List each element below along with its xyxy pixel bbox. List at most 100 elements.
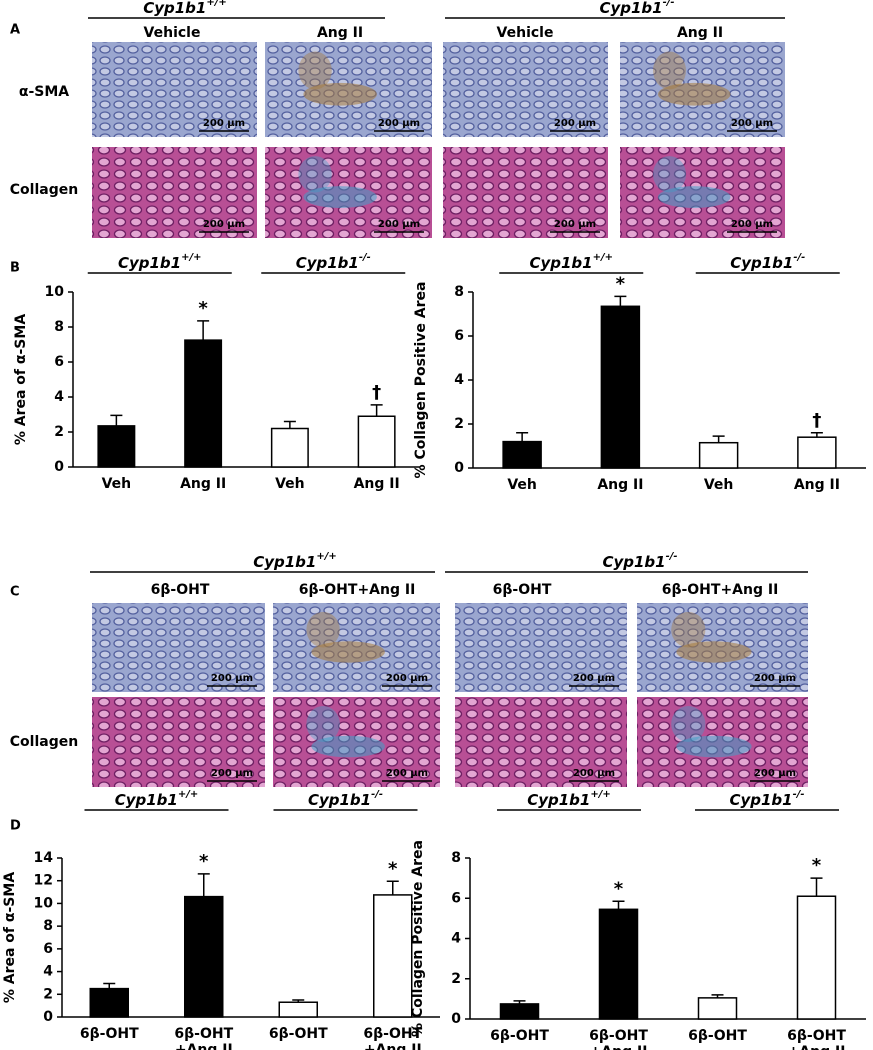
scale-bar-label: 200 µm xyxy=(378,219,420,230)
group-header: Cyp1b1+/+ xyxy=(118,252,202,272)
group-header: Cyp1b1-/- xyxy=(602,551,677,571)
group-name: Cyp1b1 xyxy=(143,0,206,17)
x-tick-label: Veh xyxy=(102,476,132,492)
scale-bar-label: 200 µm xyxy=(211,768,253,779)
column-label: Vehicle xyxy=(144,25,201,41)
stain xyxy=(657,186,731,208)
error-bar xyxy=(103,982,116,989)
group-name: Cyp1b1 xyxy=(308,791,371,809)
group-name: Cyp1b1 xyxy=(296,254,359,272)
row-label: Collagen xyxy=(10,182,78,198)
stain xyxy=(298,156,332,193)
y-tick-label: 4 xyxy=(451,931,461,947)
bar xyxy=(270,427,309,468)
stain xyxy=(671,706,706,742)
bar xyxy=(97,425,136,468)
significance-marker: * xyxy=(199,851,209,872)
panel-letter: D xyxy=(10,819,21,834)
micrograph xyxy=(92,603,265,692)
group-superscript: +/+ xyxy=(181,252,201,263)
significance-marker: * xyxy=(614,878,624,899)
column-label: 6β-OHT+Ang II xyxy=(662,582,779,598)
error-bar xyxy=(711,994,724,998)
error-bar xyxy=(614,295,627,307)
y-tick-label: 8 xyxy=(451,850,461,866)
y-tick-label: 8 xyxy=(454,284,464,300)
scale-bar-label: 200 µm xyxy=(203,118,245,129)
group-superscript: +/+ xyxy=(593,252,613,263)
micrograph xyxy=(92,42,257,137)
scale-bar-label: 200 µm xyxy=(386,673,428,684)
scale-bar-label: 200 µm xyxy=(203,219,245,230)
group-header: Cyp1b1+/+ xyxy=(143,0,227,17)
y-axis-label: % Area of α-SMA xyxy=(13,314,29,445)
significance-marker: * xyxy=(812,855,822,876)
group-header: Cyp1b1-/- xyxy=(729,789,804,809)
y-tick-label: 4 xyxy=(43,964,53,980)
error-bar xyxy=(197,873,210,897)
y-tick-label: 10 xyxy=(45,284,65,300)
y-tick-label: 0 xyxy=(43,1009,53,1025)
significance-marker: * xyxy=(616,273,626,294)
bar xyxy=(373,894,413,1018)
group-header: Cyp1b1-/- xyxy=(296,252,371,272)
group-name: Cyp1b1 xyxy=(730,254,793,272)
stain xyxy=(653,156,686,193)
group-name: Cyp1b1 xyxy=(602,553,665,571)
error-bar xyxy=(712,435,725,443)
bar xyxy=(357,415,396,468)
stain xyxy=(676,641,752,663)
group-superscript: -/- xyxy=(359,252,371,263)
error-bar xyxy=(612,900,625,910)
y-tick-label: 0 xyxy=(451,1011,461,1027)
y-tick-label: 4 xyxy=(54,389,64,405)
y-tick-label: 2 xyxy=(43,986,53,1002)
panel-letter: A xyxy=(10,23,20,38)
column-label: Ang II xyxy=(677,25,723,41)
error-bar xyxy=(370,404,383,417)
stain xyxy=(676,735,752,758)
scale-bar-label: 200 µm xyxy=(573,673,615,684)
y-tick-label: 4 xyxy=(454,372,464,388)
group-superscript: +/+ xyxy=(316,551,336,562)
micrograph xyxy=(443,42,608,137)
bar xyxy=(499,1003,540,1020)
bar xyxy=(184,895,224,1018)
x-tick-label: 6β-OHT xyxy=(80,1026,139,1042)
x-tick-label: +Ang II xyxy=(788,1044,846,1050)
bar xyxy=(184,339,223,468)
error-bar xyxy=(386,880,399,895)
micrograph xyxy=(455,603,627,692)
y-tick-label: 6 xyxy=(454,328,464,344)
y-tick-label: 10 xyxy=(34,895,54,911)
x-tick-label: Veh xyxy=(275,476,305,492)
group-name: Cyp1b1 xyxy=(115,791,178,809)
x-tick-label: Ang II xyxy=(354,476,400,492)
group-header: Cyp1b1-/- xyxy=(599,0,674,17)
group-superscript: -/- xyxy=(666,551,678,562)
group-header: Cyp1b1+/+ xyxy=(529,252,613,272)
x-tick-label: Ang II xyxy=(794,477,840,493)
error-bar xyxy=(197,320,210,341)
column-label: Vehicle xyxy=(497,25,554,41)
scale-bar-label: 200 µm xyxy=(211,673,253,684)
stain xyxy=(303,82,377,106)
bar xyxy=(598,908,639,1020)
column-label: Ang II xyxy=(317,25,363,41)
micrograph xyxy=(443,147,608,238)
stain xyxy=(311,641,385,663)
y-tick-label: 2 xyxy=(451,971,461,987)
group-superscript: -/- xyxy=(663,0,675,8)
x-tick-label: Veh xyxy=(507,477,537,493)
bar xyxy=(502,440,542,469)
x-tick-label: +Ang II xyxy=(364,1042,422,1050)
x-tick-label: 6β-OHT xyxy=(174,1026,233,1042)
stain xyxy=(306,611,340,648)
stain xyxy=(653,51,686,90)
scale-bar-label: 200 µm xyxy=(554,118,596,129)
group-header: Cyp1b1+/+ xyxy=(527,789,611,809)
column-label: 6β-OHT xyxy=(493,582,552,598)
group-header: Cyp1b1-/- xyxy=(308,789,383,809)
row-label: α-SMA xyxy=(19,84,69,100)
